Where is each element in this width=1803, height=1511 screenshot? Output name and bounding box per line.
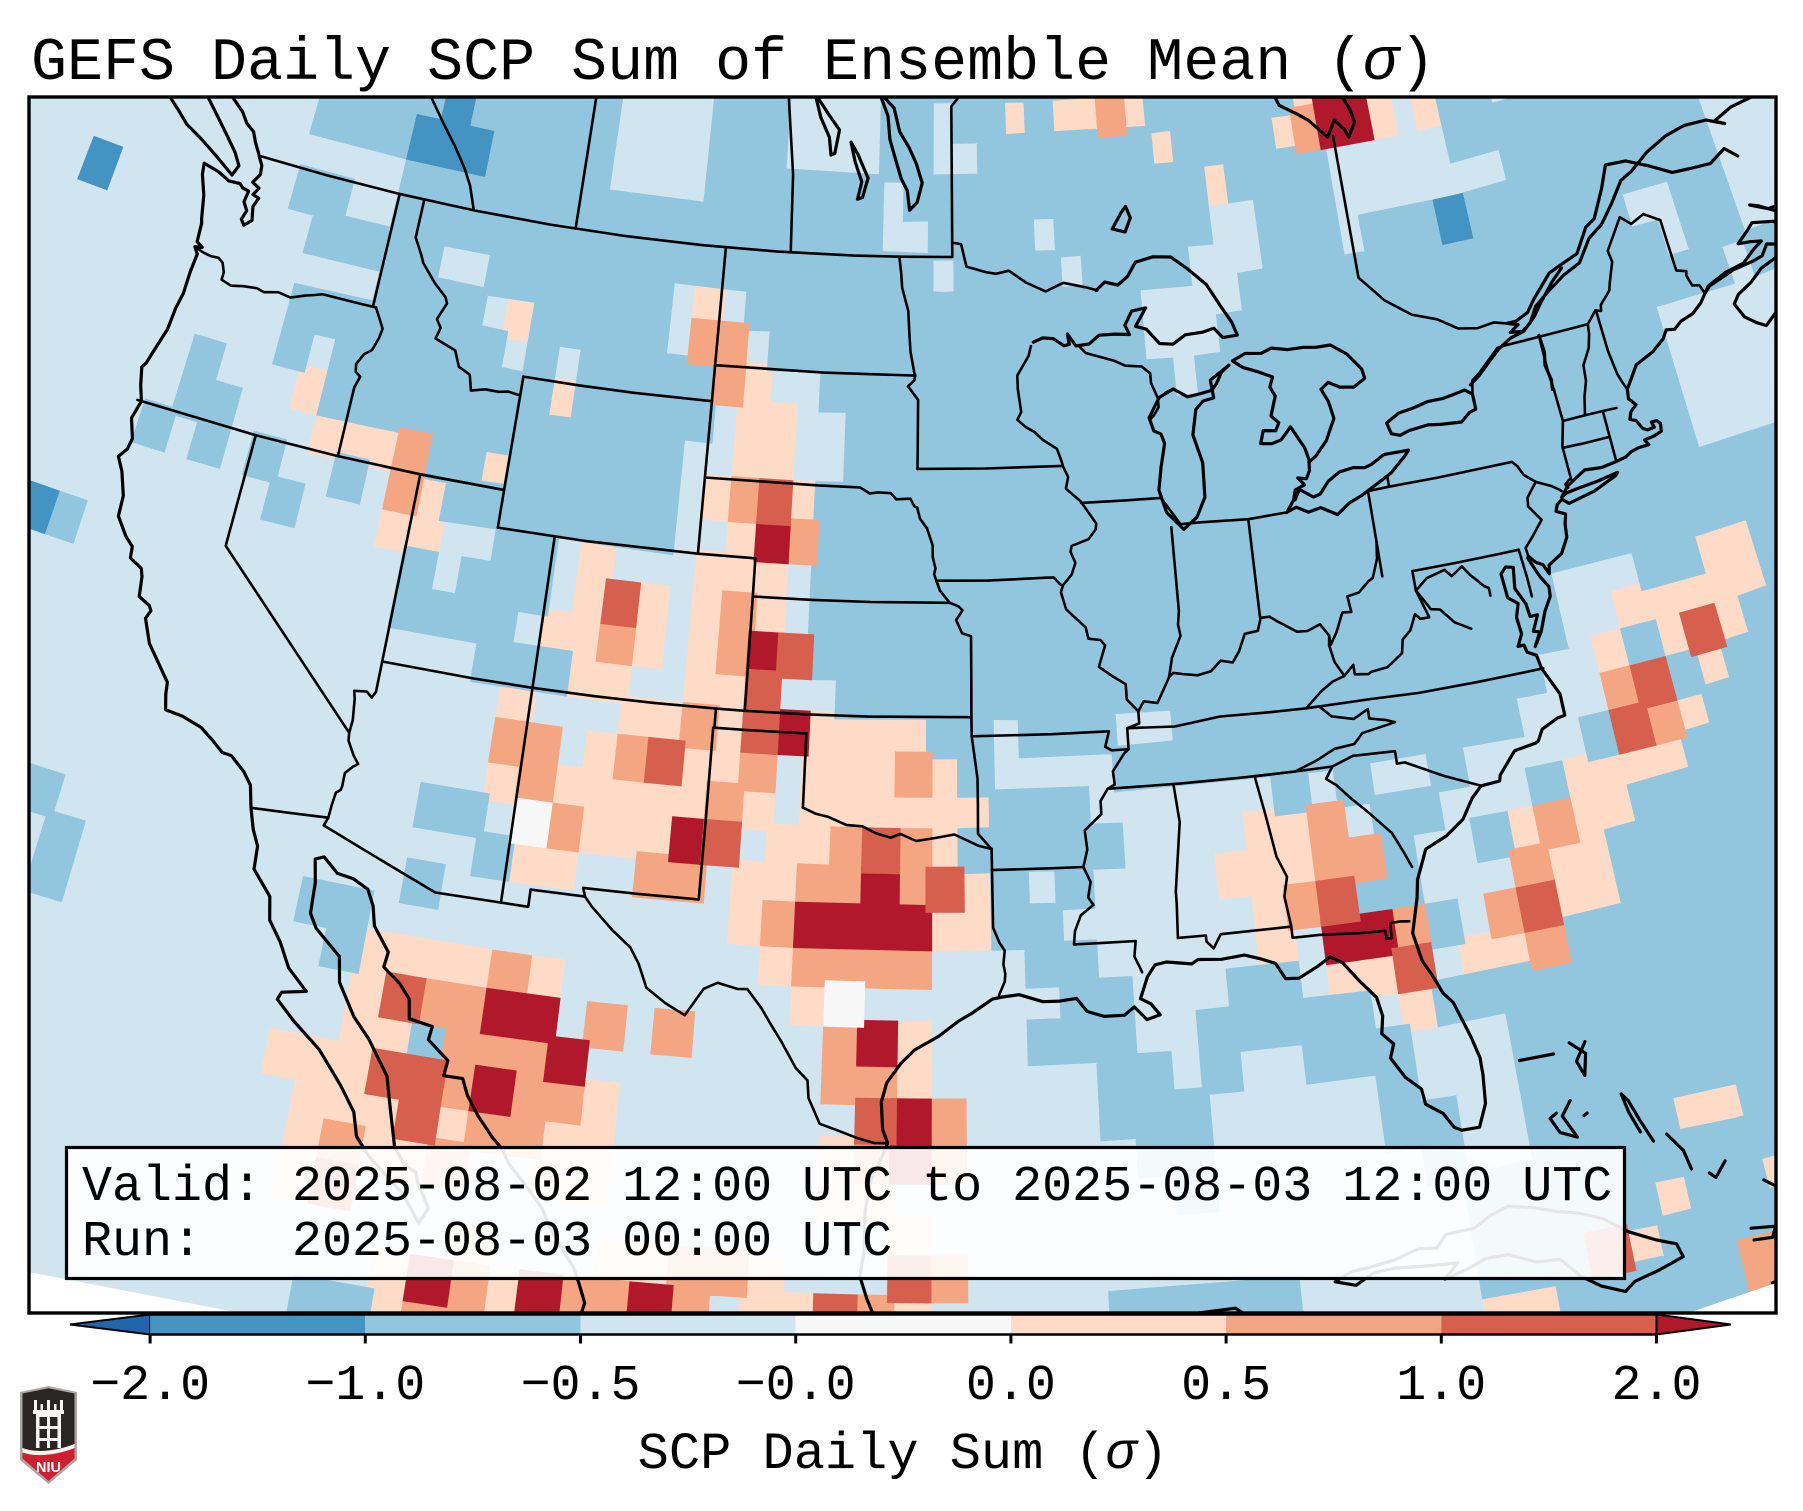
svg-text:NIU: NIU: [36, 1460, 61, 1476]
